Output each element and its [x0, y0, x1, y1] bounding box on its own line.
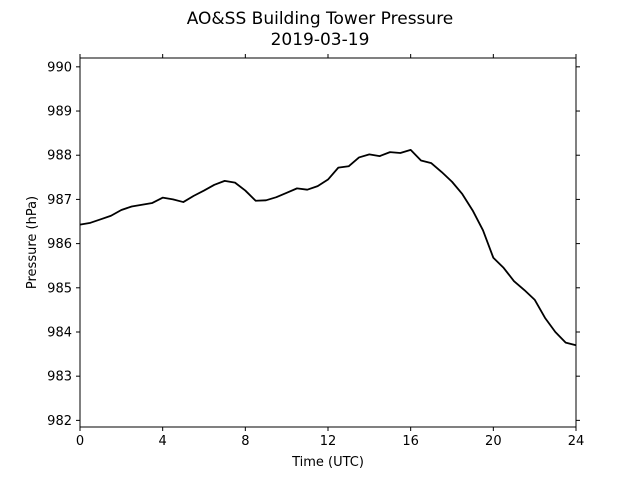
axis-ticks: 0 4 8 12 16 20 24 982 983 984 985 986 987 988 989 990	[47, 54, 584, 449]
x-tick-label: 0	[76, 434, 84, 449]
x-tick-label: 20	[485, 434, 502, 449]
y-tick-label: 983	[47, 370, 72, 385]
x-tick-label: 12	[320, 434, 337, 449]
pressure-series-line	[79, 149, 577, 347]
x-tick-label: 8	[241, 434, 249, 449]
y-tick-label: 985	[47, 281, 72, 296]
y-tick-label: 986	[47, 237, 72, 252]
y-tick-label: 989	[47, 105, 72, 120]
chart-title: AO&SS Building Tower Pressure	[187, 9, 454, 29]
plot-frame	[79, 57, 577, 428]
x-tick-label: 16	[402, 434, 419, 449]
y-tick-label: 987	[47, 193, 72, 208]
y-tick-label: 982	[47, 414, 72, 429]
y-tick-label: 990	[47, 60, 72, 75]
y-tick-label: 984	[47, 325, 72, 340]
chart-subtitle: 2019-03-19	[271, 30, 370, 50]
x-tick-label: 4	[159, 434, 167, 449]
x-axis-label: Time (UTC)	[291, 455, 364, 470]
y-axis-label: Pressure (hPa)	[25, 196, 40, 289]
y-tick-label: 988	[47, 149, 72, 164]
x-tick-label: 24	[568, 434, 585, 449]
